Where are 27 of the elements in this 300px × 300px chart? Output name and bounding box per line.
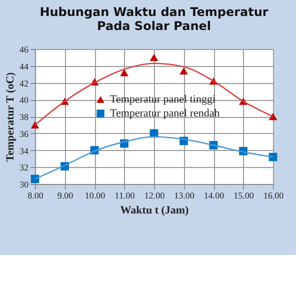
x-tick-label: 8.00 bbox=[28, 190, 44, 200]
x-axis-title: Waktu t (Jam) bbox=[120, 204, 190, 216]
point bbox=[30, 121, 40, 129]
x-tick-label: 9.00 bbox=[57, 190, 74, 200]
point bbox=[180, 67, 188, 75]
x-tick-label: 10.00 bbox=[84, 190, 106, 200]
y-tick-label: 36 bbox=[20, 128, 29, 139]
x-tick-label: 13.00 bbox=[174, 190, 195, 200]
point bbox=[120, 69, 128, 76]
x-tick-label: 11.00 bbox=[114, 190, 136, 200]
legend-label: Temperatur panel tinggi bbox=[110, 94, 216, 106]
y-tick-label: 30 bbox=[20, 180, 29, 190]
y-tick-label: 42 bbox=[20, 78, 28, 88]
y-tick-label: 40 bbox=[20, 95, 29, 106]
x-tick-label: 14.00 bbox=[204, 190, 225, 200]
x-tick-label: 15.00 bbox=[234, 190, 254, 200]
chart-title: Hubungan Waktu dan Temperatur Pada Solar Panel bbox=[40, 5, 268, 33]
y-tick-label: 32 bbox=[20, 162, 28, 173]
x-tick-label: 12.00 bbox=[144, 190, 166, 200]
x-tick-label: 16.00 bbox=[263, 190, 284, 200]
y-tick-label: 46 bbox=[20, 44, 29, 54]
y-axis-title: Temperatur T (oC) bbox=[4, 72, 16, 162]
y-tick-label: 38 bbox=[20, 112, 29, 122]
y-tick-label: 44 bbox=[20, 61, 29, 72]
y-tick-label: 34 bbox=[20, 146, 29, 156]
point bbox=[150, 54, 158, 62]
legend-label: Temperatur panel rendah bbox=[110, 108, 220, 120]
